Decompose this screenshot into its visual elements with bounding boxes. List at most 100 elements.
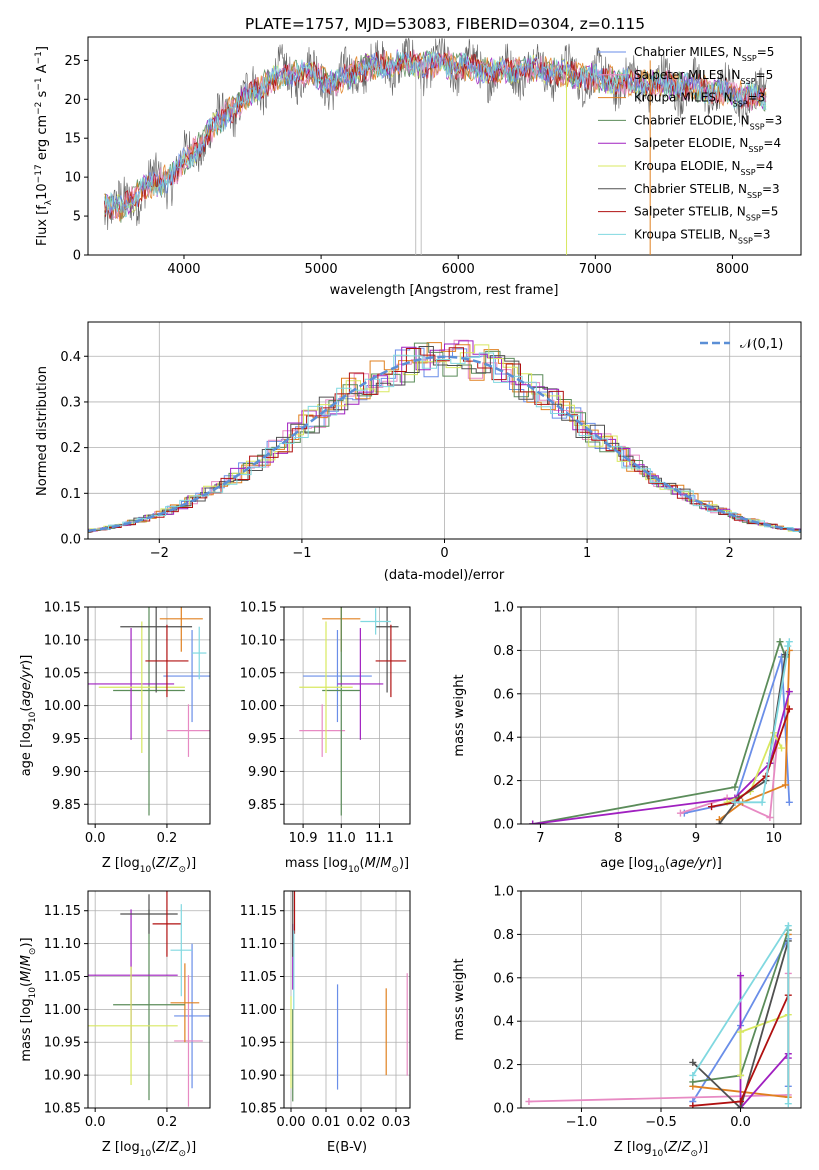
xtick-label: 10 (766, 831, 783, 846)
figure-title: PLATE=1757, MJD=53083, FIBERID=0304, z=0… (245, 15, 645, 33)
ytick-label: 9.95 (248, 732, 277, 747)
ytick-label: 1.0 (493, 601, 514, 616)
xtick-label: 0.0 (85, 831, 106, 846)
series-marker-8 (785, 638, 793, 646)
marks (290, 891, 408, 1102)
spectrum-xtick-label: 7000 (579, 262, 612, 277)
panel-frame (87, 890, 211, 1109)
normal-legend-label: 𝒩(0,1) (740, 337, 783, 352)
spectrum-ylabel: Flux [fλ10−17 erg cm−2 s−1 A−1] (34, 46, 54, 246)
residual-y-axis: 0.0 0.1 0.2 0.3 0.4 (60, 350, 88, 548)
spectrum-legend-label: Salpeter ELODIE, NSSP=4 (634, 136, 781, 154)
ytick-label: 0.6 (493, 971, 514, 986)
panel-3: 10.9 11.0 11.1 9.85 9.90 9.95 10.00 10.05 10.10 1… (240, 601, 411, 875)
residual-xtick-label: −1 (292, 546, 311, 561)
marks (529, 638, 793, 824)
ytick-label: 0.2 (493, 774, 514, 789)
xtick-label: 0.0 (730, 1115, 751, 1130)
series-marker-1 (525, 1097, 533, 1105)
series-marker-8 (784, 1100, 792, 1108)
ytick-label: 10.00 (240, 699, 277, 714)
panel-frame (283, 890, 411, 1109)
ytick-label: 10.15 (44, 601, 81, 616)
xlabel: age [log10(age/yr)] (600, 856, 722, 875)
xtick-label: 0.01 (312, 1115, 341, 1130)
series-marker-7 (689, 1102, 697, 1108)
ytick-label: 10.15 (240, 601, 277, 616)
marks (88, 891, 210, 1107)
series-marker-0 (785, 798, 793, 806)
ytick-label: 10.10 (240, 633, 277, 648)
spectrum-trace-8 (104, 50, 767, 218)
series-line-7 (711, 708, 791, 808)
series-marker-4 (529, 820, 537, 824)
series-line-4 (739, 975, 790, 1108)
xlabel: Z [log10(Z/Z⊙)] (102, 1140, 196, 1159)
spectrum-legend-label: Chabrier STELIB, NSSP=3 (634, 182, 780, 200)
ytick-label: 9.85 (248, 798, 277, 813)
xtick-label: 11.0 (327, 831, 356, 846)
series-marker-1 (676, 809, 684, 817)
xtick-label: 0.00 (277, 1115, 306, 1130)
spectrum-xtick-label: 8000 (716, 262, 749, 277)
ylabel: mass weight (452, 958, 467, 1040)
xtick-label: 0.2 (157, 831, 178, 846)
marks (525, 922, 792, 1108)
ytick-label: 10.85 (240, 1102, 277, 1117)
panel-5: 0.0 0.2 10.85 10.90 10.95 11.00 11.05 11.10 11.1… (19, 890, 211, 1159)
ytick-label: 0.6 (493, 687, 514, 702)
series-line-0 (684, 656, 791, 814)
spectrum-xtick-label: 5000 (305, 262, 338, 277)
spectrum-xtick-label: 4000 (167, 262, 200, 277)
series-line-1 (680, 737, 779, 819)
ylabel: age [log10(age/yr)] (19, 655, 38, 777)
spectrum-legend-label: Kroupa ELODIE, NSSP=4 (634, 159, 773, 177)
spectrum-xlabel: wavelength [Angstrom, rest frame] (330, 283, 559, 298)
residual-ytick-label: 0.0 (60, 533, 81, 548)
series-marker-8 (784, 922, 792, 930)
ytick-label: 11.15 (240, 904, 277, 919)
xtick-label: 0.03 (382, 1115, 411, 1130)
ytick-label: 0.4 (493, 1015, 514, 1030)
xlabel: Z [log10(Z/Z⊙)] (102, 856, 196, 875)
ytick-label: 10.90 (44, 1069, 81, 1084)
xtick-label: 0.2 (157, 1115, 178, 1130)
spectrum-legend: Chabrier MILES, NSSP=5 Salpeter MILES, NS… (598, 45, 782, 245)
series-line-6 (692, 940, 790, 1108)
ytick-label: 9.85 (52, 798, 81, 813)
spectrum-xtick-label: 6000 (442, 262, 475, 277)
residual-panel: −2 −1 0 1 2 0.0 0.1 0.2 0.3 0.4 (data-model)/err… (35, 321, 802, 583)
series-marker-5 (778, 744, 786, 752)
residual-ytick-label: 0.2 (60, 441, 81, 456)
xtick-label: 9 (692, 831, 700, 846)
residual-ytick-label: 0.4 (60, 350, 81, 365)
xlabel: E(B-V) (327, 1140, 367, 1155)
series-line-3 (532, 638, 787, 824)
series-marker-7 (737, 1097, 745, 1105)
spectrum-trace-2 (104, 51, 767, 222)
spectrum-legend-label: Salpeter STELIB, NSSP=5 (634, 205, 778, 223)
ytick-label: 10.85 (44, 1102, 81, 1117)
ytick-label: 11.05 (240, 970, 277, 985)
spectrum-legend-label: Chabrier MILES, NSSP=5 (634, 45, 774, 63)
ytick-label: 9.95 (52, 732, 81, 747)
series-marker-5 (737, 1028, 745, 1036)
ytick-label: 11.15 (44, 904, 81, 919)
residual-xtick-label: 2 (726, 546, 734, 561)
ytick-label: 0.2 (493, 1058, 514, 1073)
residual-xtick-label: 0 (440, 546, 448, 561)
ylabel: mass [log10(M/M⊙)] (19, 937, 38, 1061)
xtick-label: 7 (536, 831, 544, 846)
series-marker-7 (785, 705, 793, 713)
series-line-4 (532, 691, 791, 824)
spectrum-ytick-label: 20 (64, 93, 81, 108)
spectrum-ytick-label: 0 (73, 249, 81, 264)
xtick-label: −1.0 (566, 1115, 598, 1130)
ytick-label: 0.8 (493, 928, 514, 943)
spectrum-ytick-label: 25 (64, 54, 81, 69)
series-marker-8 (784, 642, 792, 650)
residual-ytick-label: 0.3 (60, 395, 81, 410)
ytick-label: 10.95 (240, 1036, 277, 1051)
panel-7: −1.0 −0.5 0.0 0.0 0.2 0.4 0.6 0.8 1.0 Z [log10(Z/… (452, 885, 802, 1159)
xtick-label: 0.0 (85, 1115, 106, 1130)
